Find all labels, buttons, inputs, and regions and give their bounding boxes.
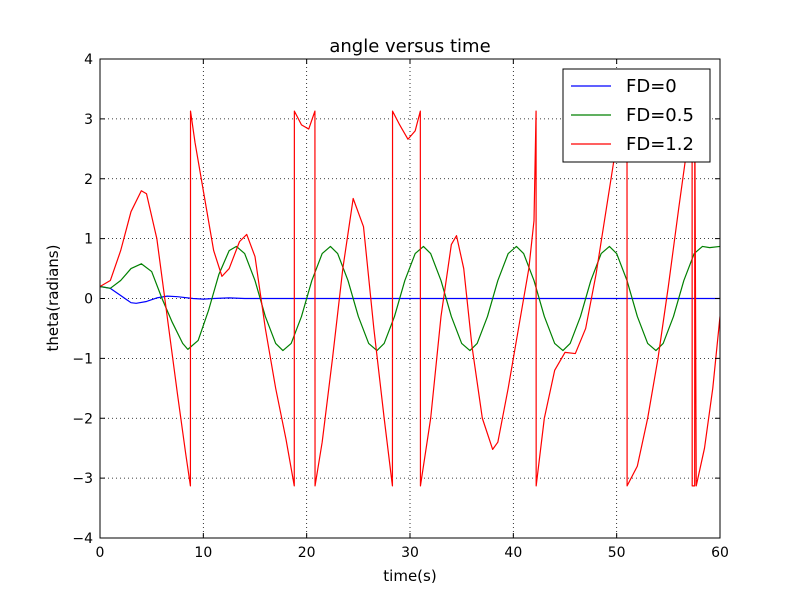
y-tick-label: 1: [84, 232, 93, 248]
y-tick-label: 3: [84, 112, 93, 128]
y-tick-label: −3: [72, 471, 93, 487]
series-line-fd-0-5: [100, 245, 720, 352]
x-tick-label: 60: [711, 545, 729, 561]
y-tick-label: 4: [84, 52, 93, 68]
y-tick-label: −4: [72, 531, 93, 547]
x-tick-label: 50: [608, 545, 626, 561]
series-line-fd-1-2: [100, 110, 720, 487]
y-axis-label: theta(radians): [44, 245, 62, 352]
legend: FD=0 FD=0.5 FD=1.2: [562, 68, 711, 163]
chart-title: angle versus time: [329, 36, 490, 57]
legend-label-fd-1-2: FD=1.2: [626, 134, 694, 155]
y-tick-label: 2: [84, 172, 93, 188]
legend-label-fd-0-5: FD=0.5: [626, 105, 694, 126]
x-tick-label: 40: [504, 545, 522, 561]
ticks: 0 10 20 30 40 50 60 −4 −3 −2 −1 0 1 2 3 4: [72, 52, 729, 561]
x-axis-label: time(s): [383, 567, 436, 585]
x-tick-label: 30: [401, 545, 419, 561]
y-tick-label: 0: [84, 292, 93, 308]
y-tick-label: −1: [72, 351, 93, 367]
x-tick-label: 20: [298, 545, 316, 561]
legend-label-fd-0: FD=0: [626, 76, 677, 97]
series-lines: [100, 110, 720, 487]
y-tick-label: −2: [72, 411, 93, 427]
x-tick-label: 10: [194, 545, 212, 561]
x-tick-label: 0: [96, 545, 105, 561]
